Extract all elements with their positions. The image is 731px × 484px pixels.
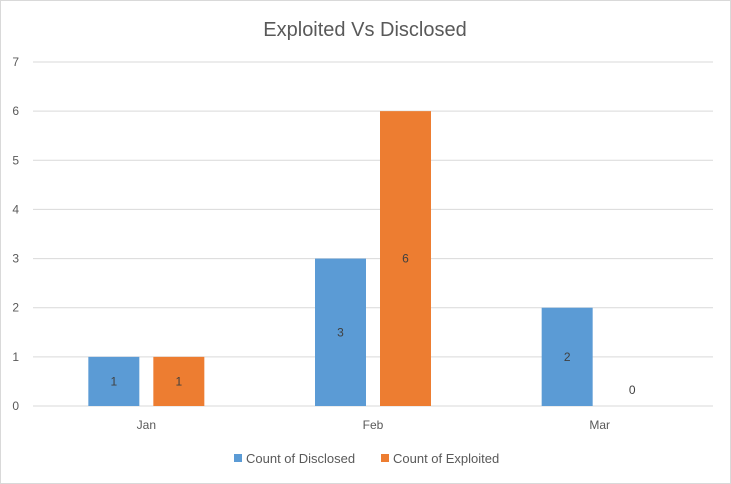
- chart-title: Exploited Vs Disclosed: [263, 19, 466, 41]
- y-axis: 0 1 2 3 4 5 6 7: [12, 55, 19, 413]
- x-tick-label: Mar: [589, 418, 610, 432]
- bar-count-of-disclosed-mar: [541, 307, 593, 406]
- legend-label: Count of Exploited: [393, 451, 499, 466]
- bar-count-of-exploited-jan: [153, 356, 205, 406]
- bars: 1 1 3 6 2 0: [88, 111, 636, 407]
- data-label: 0: [629, 383, 636, 397]
- y-tick-label: 4: [12, 202, 19, 216]
- y-tick-label: 0: [12, 399, 19, 413]
- legend-swatch: [234, 454, 242, 462]
- gridlines: [33, 61, 713, 407]
- data-label: 1: [175, 374, 182, 388]
- y-tick-label: 3: [12, 252, 19, 266]
- bar-count-of-exploited-feb: [380, 111, 431, 407]
- legend-swatch: [381, 454, 389, 462]
- data-label: 3: [337, 325, 344, 339]
- bar-count-of-disclosed-feb: [315, 258, 366, 406]
- y-tick-label: 7: [12, 55, 19, 69]
- y-tick-label: 2: [12, 301, 19, 315]
- data-label: 2: [564, 350, 571, 364]
- x-tick-label: Feb: [363, 418, 384, 432]
- y-tick-label: 5: [12, 153, 19, 167]
- y-tick-label: 1: [12, 350, 19, 364]
- x-axis: Jan Feb Mar: [137, 418, 610, 432]
- bar-count-of-disclosed-jan: [88, 356, 140, 406]
- data-label: 1: [110, 374, 117, 388]
- data-label: 6: [402, 252, 409, 266]
- legend: Count of Disclosed Count of Exploited: [234, 451, 499, 466]
- legend-label: Count of Disclosed: [246, 451, 355, 466]
- x-tick-label: Jan: [137, 418, 156, 432]
- y-tick-label: 6: [12, 104, 19, 118]
